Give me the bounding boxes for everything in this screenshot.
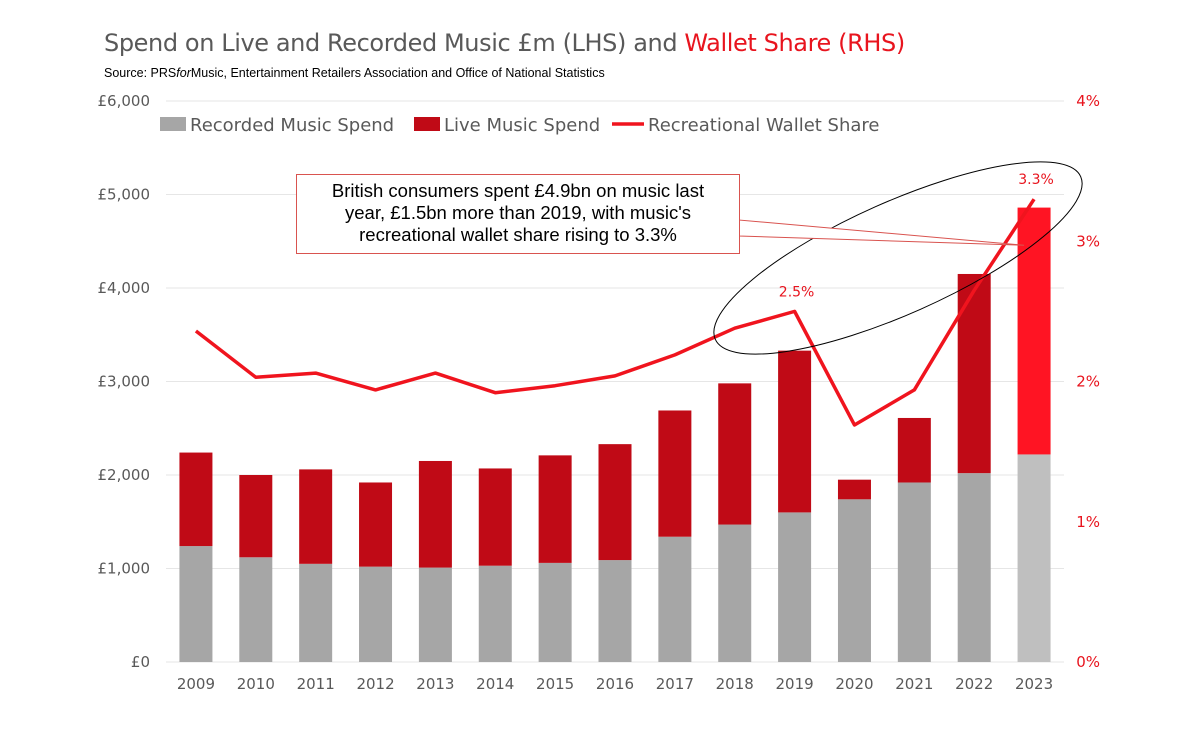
legend-swatch-recorded <box>160 117 186 131</box>
bar-recorded-2022 <box>957 473 991 662</box>
x-tick-label: 2009 <box>177 675 215 693</box>
data-label-2019: 2.5% <box>779 284 815 300</box>
x-tick-label: 2012 <box>356 675 394 693</box>
bar-recorded-2018 <box>718 524 752 662</box>
bar-live-2017 <box>658 410 692 537</box>
bar-recorded-2017 <box>658 536 692 662</box>
source-prefix: Source: PRS <box>104 66 177 80</box>
bar-live-2009 <box>179 452 213 547</box>
legend-label-recorded: Recorded Music Spend <box>190 115 394 136</box>
x-tick-label: 2016 <box>596 675 634 693</box>
line-wallet-share <box>194 198 1036 427</box>
bar-live-2015 <box>538 455 572 563</box>
legend-label-line: Recreational Wallet Share <box>648 115 880 136</box>
bar-recorded-2012 <box>359 566 393 662</box>
legend-label-live: Live Music Spend <box>444 115 600 136</box>
bar-recorded-2019 <box>778 512 812 662</box>
bar-recorded-2013 <box>418 567 452 662</box>
bar-recorded-2014 <box>478 565 512 662</box>
bar-live-2021 <box>897 417 931 483</box>
y-tick-label: £2,000 <box>98 466 151 484</box>
bar-live-2018 <box>718 383 752 525</box>
x-tick-label: 2015 <box>536 675 574 693</box>
callout-box: British consumers spent £4.9bn on music … <box>296 174 740 254</box>
y-tick-label: £1,000 <box>98 560 151 578</box>
bar-live-2023 <box>1017 207 1051 455</box>
y-tick-label: £4,000 <box>98 279 151 297</box>
y-tick-label: £0 <box>131 653 150 671</box>
y2-tick-label: 4% <box>1076 92 1100 110</box>
x-tick-label: 2019 <box>776 675 814 693</box>
x-tick-label: 2022 <box>955 675 993 693</box>
x-tick-label: 2010 <box>237 675 275 693</box>
y2-tick-label: 0% <box>1076 653 1100 671</box>
bar-live-2022 <box>957 273 991 474</box>
bar-recorded-2010 <box>239 557 273 662</box>
bar-recorded-2009 <box>179 546 213 662</box>
data-label-2023: 3.3% <box>1018 172 1054 188</box>
x-tick-label: 2011 <box>297 675 335 693</box>
legend-swatch-live <box>414 117 440 131</box>
bar-recorded-2020 <box>837 499 871 662</box>
x-tick-label: 2014 <box>476 675 514 693</box>
y2-tick-label: 2% <box>1076 373 1100 391</box>
callout-line-3: recreational wallet share rising to 3.3% <box>359 224 677 245</box>
x-tick-label: 2023 <box>1015 675 1053 693</box>
source-suffix: Music, Entertainment Retailers Associati… <box>190 66 605 80</box>
x-tick-label: 2017 <box>656 675 694 693</box>
bar-recorded-2011 <box>299 563 333 662</box>
chart-title-highlight: Wallet Share (RHS) <box>684 29 905 57</box>
bar-recorded-2015 <box>538 562 572 662</box>
source-italic: for <box>176 66 191 80</box>
bar-live-2014 <box>478 468 512 566</box>
callout-pointer <box>738 219 1025 246</box>
callout-line-2: year, £1.5bn more than 2019, with music'… <box>345 202 691 223</box>
bar-live-2011 <box>299 469 333 564</box>
y2-tick-label: 3% <box>1076 232 1100 250</box>
bar-live-2012 <box>359 482 393 567</box>
chart-title-main: Spend on Live and Recorded Music £m (LHS… <box>104 29 685 57</box>
bar-recorded-2016 <box>598 560 632 662</box>
callout-line-1: British consumers spent £4.9bn on music … <box>331 180 705 201</box>
bar-recorded-2023 <box>1017 454 1051 662</box>
y-tick-label: £6,000 <box>98 92 151 110</box>
bar-live-2020 <box>837 479 871 500</box>
y-tick-label: £3,000 <box>98 373 151 391</box>
chart-source: Source: PRSforMusic, Entertainment Retai… <box>104 66 605 80</box>
y-tick-label: £5,000 <box>98 186 151 204</box>
chart-title: Spend on Live and Recorded Music £m (LHS… <box>104 29 905 57</box>
bar-live-2016 <box>598 444 632 561</box>
bar-recorded-2021 <box>897 482 931 662</box>
bar-live-2013 <box>418 460 452 568</box>
x-tick-label: 2018 <box>716 675 754 693</box>
bar-live-2019 <box>778 350 812 513</box>
y2-tick-label: 1% <box>1076 513 1100 531</box>
highlight-ellipse <box>713 161 1083 355</box>
x-tick-label: 2020 <box>835 675 873 693</box>
x-tick-label: 2021 <box>895 675 933 693</box>
x-tick-label: 2013 <box>416 675 454 693</box>
bar-live-2010 <box>239 475 273 558</box>
